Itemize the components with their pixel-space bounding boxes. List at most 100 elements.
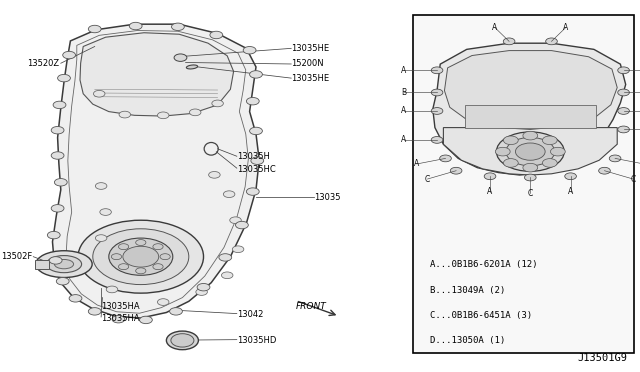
Circle shape xyxy=(431,108,443,114)
Text: A: A xyxy=(568,187,573,196)
Circle shape xyxy=(515,143,545,160)
Text: 13502F: 13502F xyxy=(1,252,32,261)
Circle shape xyxy=(157,299,169,305)
Text: 13035HE: 13035HE xyxy=(291,44,330,53)
Circle shape xyxy=(51,126,64,134)
Polygon shape xyxy=(444,128,617,175)
Circle shape xyxy=(171,334,194,347)
Circle shape xyxy=(170,308,182,315)
Polygon shape xyxy=(444,51,617,129)
Circle shape xyxy=(618,108,629,114)
Circle shape xyxy=(504,158,518,167)
Circle shape xyxy=(109,238,173,275)
Circle shape xyxy=(95,235,107,241)
Circle shape xyxy=(197,283,210,291)
Circle shape xyxy=(69,295,82,302)
Circle shape xyxy=(88,308,101,315)
Circle shape xyxy=(166,331,198,350)
Text: C: C xyxy=(630,174,636,183)
Circle shape xyxy=(609,155,621,162)
Circle shape xyxy=(118,264,129,270)
Circle shape xyxy=(618,89,629,96)
Circle shape xyxy=(230,217,241,224)
Circle shape xyxy=(542,136,557,145)
Text: C: C xyxy=(527,189,533,198)
Polygon shape xyxy=(52,24,259,318)
Circle shape xyxy=(51,152,64,159)
Circle shape xyxy=(56,278,69,285)
Circle shape xyxy=(484,173,496,180)
Circle shape xyxy=(250,71,262,78)
Circle shape xyxy=(618,126,629,133)
Circle shape xyxy=(119,111,131,118)
Text: 13035HA: 13035HA xyxy=(101,302,140,311)
Circle shape xyxy=(189,109,201,116)
Circle shape xyxy=(236,221,248,229)
Circle shape xyxy=(431,89,443,96)
Circle shape xyxy=(431,67,443,74)
Circle shape xyxy=(49,257,62,264)
Text: C: C xyxy=(425,174,430,183)
Text: 13035HC: 13035HC xyxy=(237,165,276,174)
Circle shape xyxy=(506,137,555,166)
Text: B: B xyxy=(401,88,406,97)
Circle shape xyxy=(232,246,244,253)
Text: 13042: 13042 xyxy=(237,310,263,319)
Circle shape xyxy=(196,289,207,295)
Circle shape xyxy=(88,25,101,33)
Circle shape xyxy=(451,167,462,174)
Text: A: A xyxy=(401,66,406,75)
Circle shape xyxy=(157,112,169,119)
Circle shape xyxy=(219,254,232,261)
Text: B...13049A (2): B...13049A (2) xyxy=(430,286,506,295)
Text: A: A xyxy=(488,187,493,196)
Circle shape xyxy=(118,244,129,250)
Text: A...0B1B6-6201A (12): A...0B1B6-6201A (12) xyxy=(430,260,538,269)
Circle shape xyxy=(497,132,564,171)
Circle shape xyxy=(250,127,262,135)
Ellipse shape xyxy=(46,256,82,273)
Ellipse shape xyxy=(54,260,74,269)
Circle shape xyxy=(136,268,146,274)
Circle shape xyxy=(51,205,64,212)
Text: A: A xyxy=(414,160,420,169)
Text: 13035HE: 13035HE xyxy=(291,74,330,83)
Text: J13501G9: J13501G9 xyxy=(577,353,627,363)
Circle shape xyxy=(209,171,220,178)
Circle shape xyxy=(210,31,223,39)
Circle shape xyxy=(123,246,159,267)
Text: 13520Z: 13520Z xyxy=(27,59,59,68)
Circle shape xyxy=(618,67,629,74)
Circle shape xyxy=(504,136,518,145)
Text: 15200N: 15200N xyxy=(291,60,324,68)
Polygon shape xyxy=(433,43,626,175)
Polygon shape xyxy=(80,33,234,116)
Text: A: A xyxy=(401,135,406,144)
Circle shape xyxy=(136,240,146,246)
Circle shape xyxy=(440,155,451,162)
Ellipse shape xyxy=(186,65,198,69)
Circle shape xyxy=(542,158,557,167)
Circle shape xyxy=(93,90,105,97)
Text: 13035HA: 13035HA xyxy=(101,314,140,323)
Text: FRONT: FRONT xyxy=(296,302,326,311)
Text: A: A xyxy=(401,106,406,115)
Circle shape xyxy=(221,272,233,279)
Circle shape xyxy=(172,23,184,31)
Circle shape xyxy=(503,38,515,45)
Circle shape xyxy=(53,101,66,109)
Circle shape xyxy=(524,174,536,181)
Circle shape xyxy=(58,74,70,82)
Circle shape xyxy=(223,191,235,198)
Text: 13035H: 13035H xyxy=(237,152,269,161)
Ellipse shape xyxy=(36,251,92,278)
Circle shape xyxy=(153,264,163,270)
Circle shape xyxy=(112,315,125,323)
Circle shape xyxy=(246,188,259,195)
Circle shape xyxy=(153,244,163,250)
Circle shape xyxy=(523,131,538,140)
Text: D...13050A (1): D...13050A (1) xyxy=(430,336,506,345)
Circle shape xyxy=(63,51,76,59)
Circle shape xyxy=(95,183,107,189)
Circle shape xyxy=(243,46,256,54)
